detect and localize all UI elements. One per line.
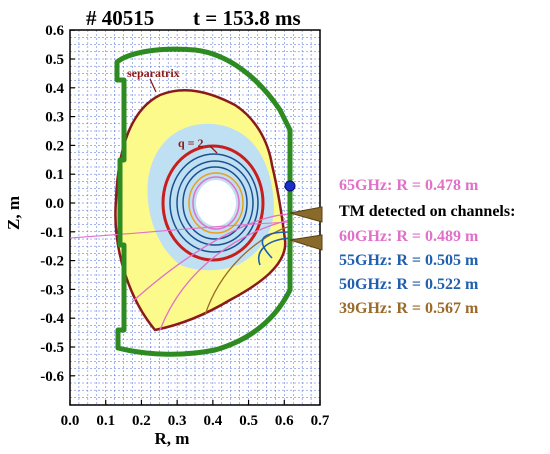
x-axis-label: R, m [155, 429, 190, 448]
ray-50ghz [261, 231, 291, 259]
y-tick-label: -0.3 [40, 282, 64, 298]
y-axis-label: Z, m [4, 196, 23, 230]
legend-55ghz: 55GHz: R = 0.505 m [339, 252, 479, 269]
q2-surface [161, 144, 265, 262]
x-tick-label: 0.6 [275, 413, 294, 429]
y-tick-label: -0.6 [40, 369, 64, 385]
grid [69, 29, 321, 406]
legend-60ghz: 60GHz: R = 0.489 m [339, 228, 479, 245]
legend-65ghz: 65GHz: R = 0.478 m [339, 177, 479, 194]
y-tick-label: 0.4 [45, 81, 64, 97]
flux-surface-4 [188, 172, 244, 234]
y-tick-label: 0.5 [45, 52, 64, 68]
ray-55ghz [204, 225, 291, 316]
ray-65ghz [131, 213, 291, 303]
x-tick-label: 0.0 [61, 413, 80, 429]
y-tick-label: 0.2 [45, 138, 64, 154]
flux-surface-3 [182, 166, 248, 240]
flux-surface-5 [192, 176, 240, 230]
magnetic-axis-region [196, 180, 236, 226]
q2-label: q = 2 [178, 136, 204, 150]
flux-surface-2 [176, 160, 254, 246]
legend-39ghz: 39GHz: R = 0.567 m [339, 300, 479, 317]
shot-number: # 40515 [86, 6, 154, 30]
x-tick-label: 0.2 [132, 413, 151, 429]
flux-surface-1 [169, 153, 259, 253]
legend-50ghz: 50GHz: R = 0.522 m [339, 276, 479, 293]
y-ticks: 0.6 0.5 0.4 0.3 0.2 0.1 0.0 -0.1 -0.2 -0.3 -0.4 -0.… [40, 23, 75, 385]
x-tick-label: 0.3 [168, 413, 187, 429]
ray-39ghz [258, 237, 291, 266]
probe-marker [284, 180, 296, 192]
ray-60ghz [159, 219, 291, 331]
legend-header: TM detected on channels: [339, 203, 516, 220]
separatrix-arrow [149, 78, 157, 93]
y-tick-label: -0.1 [40, 225, 64, 241]
time-stamp: t = 153.8 ms [193, 6, 301, 30]
y-tick-label: -0.2 [40, 254, 64, 270]
y-tick-label: 0.1 [45, 167, 64, 183]
x-tick-label: 0.5 [239, 413, 258, 429]
antenna-horn-upper [289, 206, 323, 223]
y-tick-label: 0.3 [45, 110, 64, 126]
q2-arrow [209, 145, 218, 154]
y-tick-label: -0.4 [40, 311, 64, 327]
separatrix-label: separatrix [127, 66, 180, 80]
y-tick-label: 0.6 [45, 23, 64, 39]
vessel-wall [114, 46, 293, 357]
y-tick-label: 0.0 [45, 196, 64, 212]
x-tick-label: 0.1 [96, 413, 115, 429]
ray-diagnostic [69, 221, 293, 239]
x-ticks: 0.0 0.1 0.2 0.3 0.4 0.5 0.6 0.7 [61, 400, 330, 429]
x-tick-label: 0.4 [203, 413, 222, 429]
x-tick-label: 0.7 [311, 413, 330, 429]
antenna-horn-lower [289, 234, 323, 251]
y-tick-label: -0.5 [40, 340, 64, 356]
